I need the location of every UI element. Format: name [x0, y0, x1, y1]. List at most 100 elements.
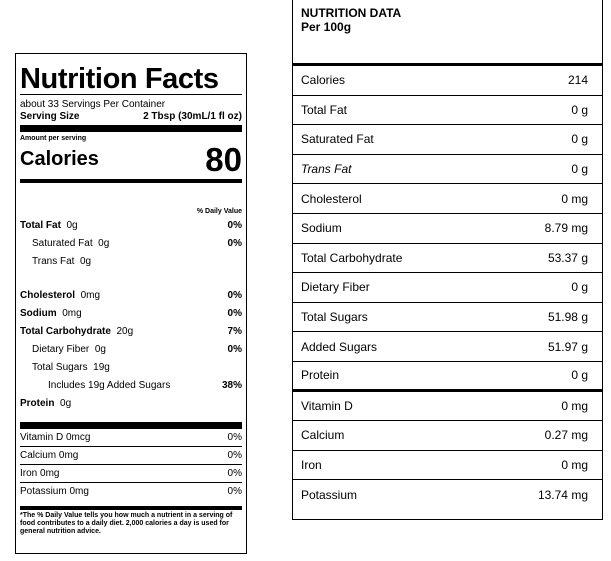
serving-size-value: 2 Tbsp (30mL/1 fl oz)	[143, 111, 242, 122]
vitamin-name: Iron 0mg	[20, 468, 60, 479]
nutrient-dv: 7%	[227, 325, 242, 337]
nutrient-row-sodium: Sodium 0mg 0%	[20, 304, 242, 322]
serving-size-row: Serving Size 2 Tbsp (30mL/1 fl oz)	[20, 111, 242, 123]
table-row: Total Fat 0 g	[293, 96, 602, 126]
row-value: 0 g	[571, 162, 588, 177]
row-value: 13.74 mg	[537, 488, 588, 503]
nutrient-dv: 0%	[227, 289, 242, 301]
nutrient-row-protein: Protein 0g	[20, 394, 242, 412]
row-value: 214	[567, 73, 588, 88]
vitamin-name: Vitamin D 0mcg	[20, 432, 91, 443]
nutrient-amount: 0g	[66, 219, 78, 231]
vitamin-dv: 0%	[227, 486, 242, 497]
row-value: 0 g	[571, 132, 588, 147]
nutrient-amount: 0g	[60, 397, 72, 409]
table-row: Total Carbohydrate 53.37 g	[293, 244, 602, 274]
nutrient-name: Includes 19g Added Sugars	[48, 379, 171, 391]
table-row: Protein 0 g	[293, 362, 602, 392]
table-row: Trans Fat 0 g	[293, 155, 602, 185]
nutrient-name: Sodium	[20, 307, 57, 319]
nutrient-amount: 0g	[98, 237, 110, 249]
row-name: Iron	[301, 458, 322, 473]
row-value: 0.27 mg	[544, 428, 588, 443]
table-header: NUTRITION DATA Per 100g	[293, 0, 602, 66]
divider-thick	[20, 422, 242, 429]
table-row: Saturated Fat 0 g	[293, 125, 602, 155]
nutrient-name: Dietary Fiber	[32, 343, 90, 355]
nutrient-dv: 0%	[227, 343, 242, 355]
vitamin-row: Vitamin D 0mcg 0%	[20, 429, 242, 447]
row-name: Calories	[301, 73, 346, 88]
footnote: *The % Daily Value tells you how much a …	[20, 506, 242, 536]
nutrient-amount: 0mg	[80, 289, 101, 301]
divider-medium	[20, 179, 242, 183]
nutrient-dv: 0%	[227, 237, 242, 249]
calories-label: Calories	[20, 148, 99, 170]
row-name: Protein	[301, 368, 340, 383]
nutrient-dv: 38%	[221, 379, 242, 391]
row-value: 8.79 mg	[544, 221, 588, 236]
nutrient-row-total-fat: Total Fat 0g 0%	[20, 216, 242, 234]
row-value: 0 g	[571, 280, 588, 295]
calories-value: 80	[205, 141, 242, 178]
nutrient-row-dietary-fiber: Dietary Fiber 0g 0%	[20, 340, 242, 358]
vitamin-dv: 0%	[227, 432, 242, 443]
vitamin-name: Calcium 0mg	[20, 450, 79, 461]
amount-per-serving: Amount per serving	[20, 135, 87, 142]
row-value: 0 g	[571, 102, 588, 117]
table-title: NUTRITION DATA	[301, 6, 402, 20]
row-name: Sodium	[301, 221, 342, 236]
nutrient-row-cholesterol: Cholesterol 0mg 0%	[20, 286, 242, 304]
divider	[20, 94, 242, 95]
row-name: Dietary Fiber	[301, 280, 370, 295]
servings-per-container: about 33 Servings Per Container	[20, 99, 166, 110]
nutrition-data-table: NUTRITION DATA Per 100g Calories 214 Tota…	[292, 0, 603, 520]
row-name: Trans Fat	[301, 162, 352, 177]
row-value: 0 g	[571, 368, 588, 383]
nutrition-facts-label: Nutrition Facts about 33 Servings Per Co…	[15, 53, 247, 554]
vitamin-dv: 0%	[227, 468, 242, 479]
nutrient-row-total-sugars: Total Sugars 19g	[20, 358, 242, 376]
nutrient-name: Protein	[20, 397, 55, 409]
nutrient-row-saturated-fat: Saturated Fat 0g 0%	[20, 234, 242, 252]
vitamin-name: Potassium 0mg	[20, 486, 89, 497]
table-row: Added Sugars 51.97 g	[293, 332, 602, 362]
nutrient-dv: 0%	[227, 307, 242, 319]
row-name: Vitamin D	[301, 398, 353, 413]
nutrient-name: Total Sugars	[32, 361, 88, 373]
table-row: Calcium 0.27 mg	[293, 421, 602, 451]
nutrient-row-added-sugars: Includes 19g Added Sugars 38%	[20, 376, 242, 394]
row-value: 0 mg	[561, 458, 588, 473]
vitamin-row: Iron 0mg 0%	[20, 465, 242, 483]
serving-size-label: Serving Size	[20, 111, 80, 122]
row-name: Added Sugars	[301, 339, 378, 354]
spacer	[20, 270, 242, 286]
daily-value-header: % Daily Value	[196, 208, 242, 215]
row-name: Total Sugars	[301, 310, 368, 325]
row-name: Total Carbohydrate	[301, 250, 403, 265]
nutrient-row-trans-fat: Trans Fat 0g	[20, 252, 242, 270]
row-value: 0 mg	[561, 191, 588, 206]
table-row: Dietary Fiber 0 g	[293, 273, 602, 303]
row-value: 51.98 g	[547, 310, 588, 325]
row-name: Potassium	[301, 488, 358, 503]
table-row: Vitamin D 0 mg	[293, 392, 602, 422]
row-value: 0 mg	[561, 398, 588, 413]
nutrient-amount: 20g	[116, 325, 134, 337]
table-row: Sodium 8.79 mg	[293, 214, 602, 244]
table-row: Cholesterol 0 mg	[293, 184, 602, 214]
calories-row: Calories 80	[20, 143, 242, 177]
vitamin-row: Potassium 0mg 0%	[20, 483, 242, 500]
nutrient-name: Total Fat	[20, 219, 61, 231]
table-row: Potassium 13.74 mg	[293, 480, 602, 510]
nutrient-row-total-carbohydrate: Total Carbohydrate 20g 7%	[20, 322, 242, 340]
row-value: 53.37 g	[547, 250, 588, 265]
row-name: Saturated Fat	[301, 132, 374, 147]
table-row: Iron 0 mg	[293, 451, 602, 481]
table-row: Total Sugars 51.98 g	[293, 303, 602, 333]
divider-thick	[20, 125, 242, 132]
nutrient-amount: 0g	[94, 343, 106, 355]
nutrient-name: Trans Fat	[32, 255, 75, 267]
nutrient-name: Saturated Fat	[32, 237, 93, 249]
label-title: Nutrition Facts	[20, 63, 219, 95]
